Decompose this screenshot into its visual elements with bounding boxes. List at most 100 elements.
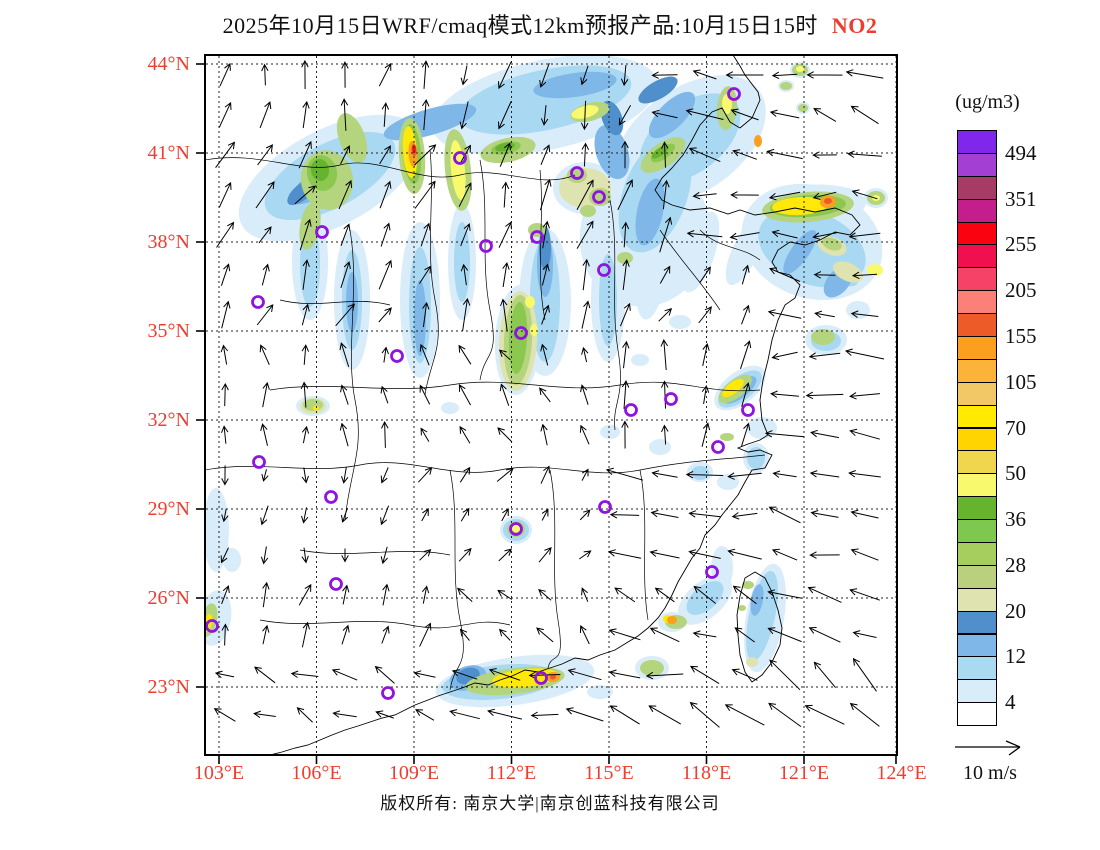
- wind-arrow: [849, 588, 880, 601]
- legend-tick-label: 351: [1005, 186, 1037, 211]
- wind-arrow: [645, 671, 684, 680]
- city-marker: [390, 349, 404, 363]
- wind-arrow: [812, 191, 837, 200]
- wind-arrow: [649, 627, 680, 643]
- legend-cell: [957, 267, 997, 292]
- wind-arrow: [338, 179, 353, 210]
- legend-cell: [957, 244, 997, 269]
- wind-arrow: [290, 670, 319, 678]
- no2-blob: [738, 605, 746, 611]
- wind-arrow: [741, 382, 751, 407]
- wind-arrow: [732, 149, 757, 160]
- page-title: 2025年10月15日WRF/cmaq模式12km预报产品:10月15日15时 N…: [0, 8, 1100, 40]
- wind-arrow: [540, 343, 549, 366]
- wind-arrow: [579, 509, 591, 521]
- wind-arrow: [501, 508, 509, 522]
- city-marker: [624, 403, 638, 417]
- wind-arrow: [301, 344, 310, 365]
- legend-cell: [957, 633, 997, 658]
- no2-blob: [414, 280, 426, 356]
- wind-arrow: [458, 383, 472, 406]
- wind-arrow: [260, 546, 269, 565]
- wind-arrow: [415, 709, 435, 721]
- wind-arrow: [692, 191, 717, 200]
- wind-reference-label: 10 m/s: [963, 762, 1017, 784]
- wind-arrow: [418, 265, 432, 284]
- wind-arrow: [689, 665, 720, 685]
- wind-arrow: [813, 108, 837, 122]
- city-marker: [727, 87, 741, 101]
- wind-arrow: [340, 261, 351, 289]
- wind-arrow: [419, 384, 431, 405]
- wind-arrow: [301, 467, 309, 484]
- lat-label: 44°N: [147, 53, 190, 75]
- lat-label: 41°N: [147, 142, 190, 164]
- wind-arrow: [414, 144, 437, 166]
- wind-arrow: [302, 259, 310, 290]
- wind-arrow: [458, 182, 472, 208]
- wind-arrow: [660, 338, 669, 371]
- legend-cell: [957, 313, 997, 337]
- wind-arrow: [768, 506, 801, 524]
- wind-arrow: [565, 707, 604, 722]
- wind-arrow: [449, 709, 480, 720]
- no2-blob: [511, 524, 521, 532]
- taiwan-island: [736, 571, 783, 683]
- no2-blob: [846, 301, 870, 319]
- wind-arrow: [340, 145, 351, 165]
- wind-arrow: [609, 511, 640, 519]
- wind-arrow: [607, 549, 642, 559]
- legend-cell: [957, 587, 997, 612]
- wind-arrow: [300, 381, 309, 408]
- wind-arrow: [539, 62, 550, 88]
- legend-tick-label: 36: [1005, 507, 1026, 531]
- wind-arrow: [340, 223, 351, 246]
- no2-blob: [346, 272, 358, 332]
- wind-arrow: [340, 384, 349, 405]
- wind-arrow: [259, 344, 270, 366]
- legend-cell: [957, 656, 997, 681]
- wind-arrow: [378, 62, 392, 87]
- wind-arrow: [261, 263, 270, 286]
- wind-arrow: [542, 220, 550, 249]
- wind-arrow: [301, 547, 309, 564]
- no2-blob: [667, 616, 677, 624]
- wind-arrow: [730, 108, 759, 121]
- no2-blob: [530, 324, 538, 336]
- axis-ticks: [196, 63, 897, 764]
- wind-arrow: [772, 470, 797, 478]
- no2-blob: [533, 71, 617, 99]
- wind-arrow: [498, 548, 512, 562]
- wind-arrow: [768, 191, 801, 201]
- wind-arrow: [460, 65, 468, 86]
- wind-arrow: [422, 301, 430, 328]
- city-marker: [741, 403, 755, 417]
- no2-blob: [648, 91, 696, 139]
- no2-blob: [746, 657, 758, 667]
- wind-arrow: [457, 587, 473, 602]
- wind-arrow: [661, 141, 669, 168]
- wind-arrow: [651, 109, 678, 119]
- wind-arrow: [541, 304, 550, 325]
- wind-arrow: [608, 669, 641, 679]
- no2-blob: [691, 466, 709, 480]
- wind-arrow: [331, 668, 358, 681]
- wind-arrow: [382, 583, 390, 606]
- wind-arrow: [341, 548, 349, 563]
- wind-arrow: [727, 472, 762, 480]
- wind-arrow: [299, 218, 312, 251]
- wind-arrow: [421, 60, 430, 89]
- no2-blob: [796, 66, 804, 72]
- province-borders: [206, 149, 766, 691]
- wind-arrow: [701, 385, 710, 404]
- legend-tick-label: 4: [1005, 690, 1016, 715]
- legend-cell: [957, 152, 997, 177]
- wind-arrow: [488, 668, 521, 681]
- legend-cell: [957, 679, 997, 704]
- wind-arrow: [579, 625, 590, 645]
- city-marker: [705, 565, 719, 579]
- wind-arrow: [502, 261, 510, 288]
- wind-arrow: [381, 421, 389, 448]
- wind-arrow: [688, 549, 721, 559]
